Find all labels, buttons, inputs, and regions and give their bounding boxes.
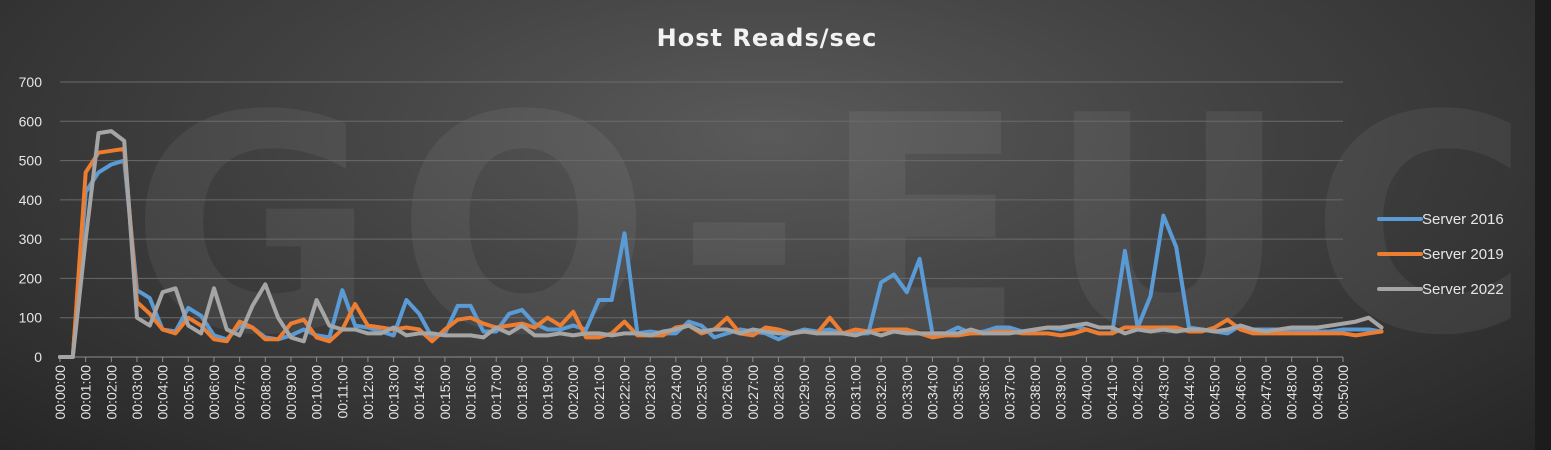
x-tick-label: 00:24:00 — [668, 365, 684, 420]
y-tick-label: 500 — [19, 153, 43, 169]
x-tick-label: 00:28:00 — [770, 365, 786, 420]
x-tick-label: 00:01:00 — [78, 365, 94, 420]
x-tick-label: 00:33:00 — [899, 365, 915, 420]
x-tick-label: 00:46:00 — [1232, 365, 1248, 420]
series-lines — [58, 129, 1384, 359]
x-tick-label: 00:05:00 — [180, 365, 196, 420]
x-tick-label: 00:18:00 — [514, 365, 530, 420]
legend-label: Server 2022 — [1422, 281, 1504, 298]
x-tick-label: 00:07:00 — [232, 365, 248, 420]
x-tick-label: 00:06:00 — [206, 365, 222, 420]
x-tick-label: 00:41:00 — [1104, 365, 1120, 420]
y-axis-ticks: 0 100 200 300 400 500 600 700 — [19, 74, 43, 365]
x-tick-label: 00:27:00 — [745, 365, 761, 420]
x-tick-label: 00:15:00 — [437, 365, 453, 420]
y-tick-label: 100 — [19, 310, 43, 326]
x-tick-label: 00:00:00 — [52, 365, 68, 420]
y-tick-label: 400 — [19, 192, 43, 208]
x-tick-label: 00:44:00 — [1181, 365, 1197, 420]
y-tick-label: 300 — [19, 231, 43, 247]
x-tick-label: 00:22:00 — [617, 365, 633, 420]
series-line-server-2022 — [58, 129, 1384, 359]
x-tick-label: 00:04:00 — [155, 365, 171, 420]
x-tick-label: 00:39:00 — [1053, 365, 1069, 420]
x-tick-label: 00:45:00 — [1207, 365, 1223, 420]
x-tick-label: 00:30:00 — [822, 365, 838, 420]
x-tick-label: 00:26:00 — [719, 365, 735, 420]
x-tick-label: 00:29:00 — [796, 365, 812, 420]
x-tick-label: 00:50:00 — [1335, 365, 1351, 420]
x-tick-label: 00:23:00 — [642, 365, 658, 420]
x-tick-label: 00:21:00 — [591, 365, 607, 420]
legend-label: Server 2016 — [1422, 211, 1504, 228]
legend-label: Server 2019 — [1422, 246, 1504, 263]
x-tick-label: 00:02:00 — [103, 365, 119, 420]
x-tick-label: 00:43:00 — [1155, 365, 1171, 420]
x-tick-label: 00:14:00 — [411, 365, 427, 420]
y-tick-label: 700 — [19, 74, 43, 90]
y-tick-label: 200 — [19, 270, 43, 286]
x-tick-label: 00:37:00 — [1001, 365, 1017, 420]
x-tick-label: 00:47:00 — [1258, 365, 1274, 420]
x-tick-label: 00:36:00 — [976, 365, 992, 420]
gridlines — [60, 81, 1343, 358]
legend-item: Server 2016 — [1377, 211, 1504, 228]
x-tick-label: 00:13:00 — [386, 365, 402, 420]
x-tick-label: 00:19:00 — [540, 365, 556, 420]
x-tick-label: 00:03:00 — [129, 365, 145, 420]
x-tick-label: 00:48:00 — [1284, 365, 1300, 420]
legend: Server 2016 Server 2019 Server 2022 — [1377, 211, 1504, 298]
x-tick-label: 00:20:00 — [565, 365, 581, 420]
x-tick-label: 00:11:00 — [334, 365, 350, 419]
x-tick-label: 00:40:00 — [1078, 365, 1094, 420]
x-axis-ticks: 00:00:00 00:01:00 00:02:00 00:03:00 00:04:00… — [52, 357, 1351, 420]
chart-title: Host Reads/sec — [657, 24, 878, 52]
x-tick-label: 00:16:00 — [463, 365, 479, 420]
x-tick-label: 00:12:00 — [360, 365, 376, 420]
x-tick-label: 00:25:00 — [694, 365, 710, 420]
x-tick-label: 00:38:00 — [1027, 365, 1043, 420]
series-line-server-2019 — [58, 146, 1384, 359]
x-tick-label: 00:10:00 — [309, 365, 325, 420]
x-tick-label: 00:49:00 — [1309, 365, 1325, 420]
x-tick-label: 00:42:00 — [1130, 365, 1146, 420]
y-tick-label: 600 — [19, 113, 43, 129]
x-tick-label: 00:09:00 — [283, 365, 299, 420]
x-tick-label: 00:17:00 — [488, 365, 504, 420]
watermark-logo: GO-EUC — [130, 52, 1535, 401]
x-tick-label: 00:08:00 — [257, 365, 273, 420]
legend-item: Server 2019 — [1377, 246, 1504, 263]
x-tick-label: 00:34:00 — [924, 365, 940, 420]
y-tick-label: 0 — [34, 349, 42, 365]
x-tick-label: 00:32:00 — [873, 365, 889, 420]
x-tick-label: 00:31:00 — [847, 365, 863, 420]
x-tick-label: 00:35:00 — [950, 365, 966, 420]
legend-item: Server 2022 — [1377, 281, 1504, 298]
